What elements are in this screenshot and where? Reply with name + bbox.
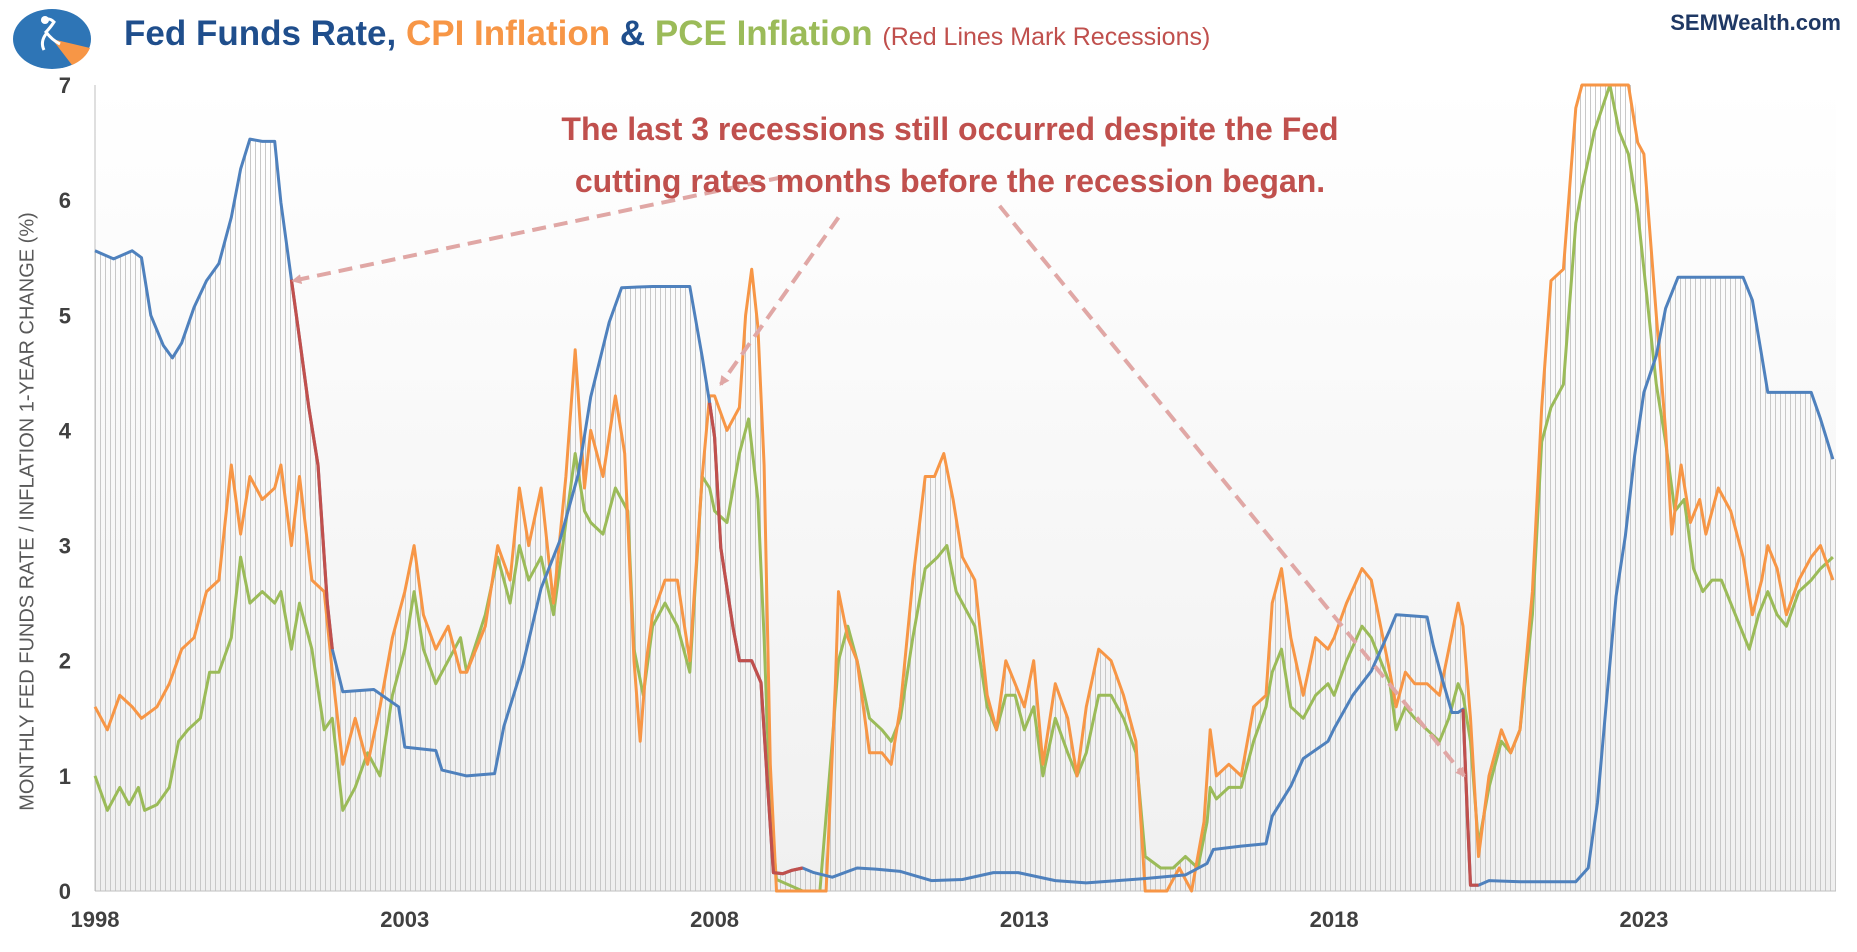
y-tick-label: 5 <box>59 303 71 328</box>
brand-link[interactable]: SEMWealth.com <box>1670 10 1841 35</box>
annotation-line-1: The last 3 recessions still occurred des… <box>561 111 1339 147</box>
x-tick-label: 1998 <box>71 907 120 932</box>
series-lines <box>93 83 1835 893</box>
x-tick-label: 2013 <box>1000 907 1049 932</box>
x-tick-label: 2023 <box>1619 907 1668 932</box>
annotation-arrow-2 <box>719 216 841 387</box>
chart-subtitle: (Red Lines Mark Recessions) <box>882 23 1211 51</box>
annotation-text: The last 3 recessions still occurred des… <box>520 103 1380 207</box>
annotation-arrow-3 <box>998 204 1466 778</box>
y-tick-label: 2 <box>59 649 71 674</box>
y-tick-label: 1 <box>59 764 71 789</box>
recession-segment-2 <box>708 402 803 876</box>
y-tick-label: 6 <box>59 188 71 213</box>
annotation-line-2: cutting rates months before the recessio… <box>574 163 1326 199</box>
x-tick-label: 2018 <box>1310 907 1359 932</box>
title-fed-funds: Fed Funds Rate, <box>124 14 397 53</box>
x-tick-label: 2008 <box>690 907 739 932</box>
series-line-pce-inflation <box>93 83 1834 893</box>
y-tick-label: 7 <box>59 73 71 98</box>
y-tick-label: 3 <box>59 534 71 559</box>
brand-logo-icon <box>12 8 92 70</box>
y-axis-label: MONTHLY FED FUNDS RATE / INFLATION 1-YEA… <box>16 212 39 811</box>
y-tick-label: 4 <box>59 418 72 443</box>
x-tick-label: 2003 <box>380 907 429 932</box>
recession-segment-3 <box>1461 709 1479 887</box>
series-line-cpi-inflation <box>93 83 1835 893</box>
annotation-arrows <box>291 175 1466 778</box>
axes <box>94 85 1836 892</box>
annotation-arrow-1 <box>291 175 784 284</box>
title-ampersand: & <box>619 14 646 53</box>
chart-title: Fed Funds Rate, CPI Inflation & PCE Infl… <box>124 14 1210 54</box>
title-cpi: CPI Inflation <box>405 14 611 53</box>
recession-segment-1 <box>289 279 334 650</box>
y-tick-label: 0 <box>59 879 71 904</box>
title-pce: PCE Inflation <box>654 14 873 53</box>
tick-labels: 0 1 2 3 4 5 6 7 1998 2003 2008 2013 2018 2023 <box>59 73 1669 932</box>
